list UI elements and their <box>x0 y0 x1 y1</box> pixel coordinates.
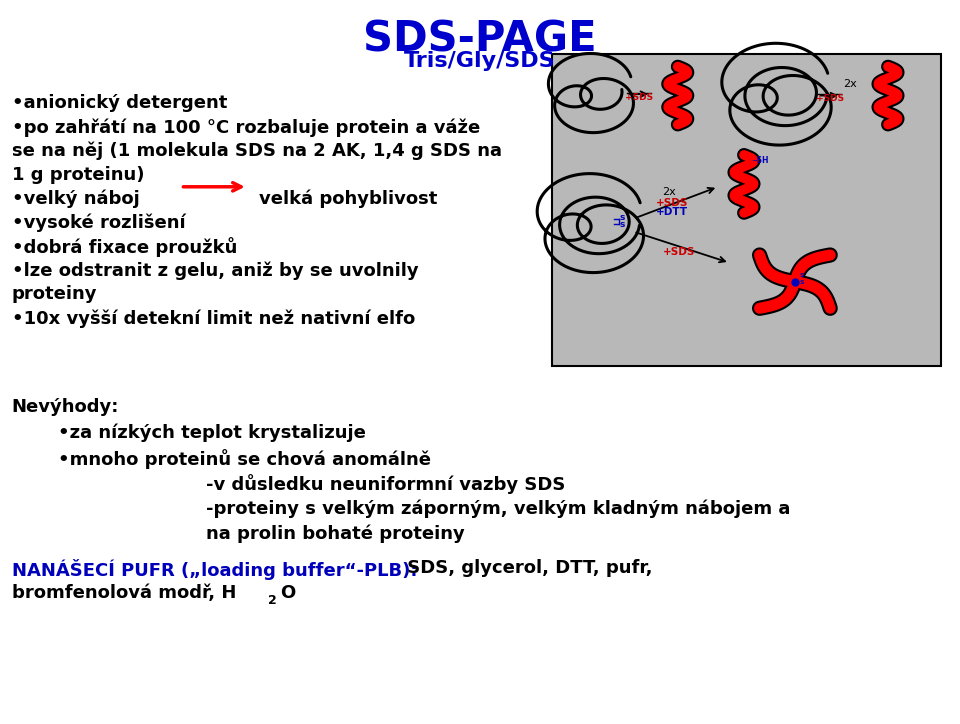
Text: •velký náboj: •velký náboj <box>12 190 139 209</box>
Text: Nevýhody:: Nevýhody: <box>12 398 119 416</box>
Text: velká pohyblivost: velká pohyblivost <box>259 190 438 209</box>
Text: NANÁŠECÍ PUFR („loading buffer“-PLB):: NANÁŠECÍ PUFR („loading buffer“-PLB): <box>12 559 417 580</box>
Text: •za nízkých teplot krystalizuje: •za nízkých teplot krystalizuje <box>58 424 366 442</box>
Text: s: s <box>619 213 625 222</box>
Text: SDS-PAGE: SDS-PAGE <box>363 18 597 60</box>
Text: 2x: 2x <box>662 188 676 198</box>
Text: Tris/Gly/SDS: Tris/Gly/SDS <box>404 51 556 71</box>
Text: proteiny: proteiny <box>12 285 97 303</box>
Text: •lze odstranit z gelu, aniž by se uvolnily: •lze odstranit z gelu, aniž by se uvolni… <box>12 261 419 280</box>
Text: O: O <box>280 584 296 602</box>
Text: bromfenolová modř, H: bromfenolová modř, H <box>12 584 236 602</box>
Text: se na něj (1 molekula SDS na 2 AK, 1,4 g SDS na: se na něj (1 molekula SDS na 2 AK, 1,4 g… <box>12 142 501 161</box>
Text: S: S <box>800 279 804 285</box>
Text: S: S <box>800 272 804 277</box>
Text: +SDS: +SDS <box>662 247 695 257</box>
Text: •dobrá fixace proužků: •dobrá fixace proužků <box>12 237 237 258</box>
Text: +DTT: +DTT <box>656 207 687 217</box>
Text: •anionický detergent: •anionický detergent <box>12 94 227 112</box>
Text: s: s <box>619 220 625 230</box>
Text: 1 g proteinu): 1 g proteinu) <box>12 166 144 184</box>
Text: +SDS: +SDS <box>816 94 844 104</box>
Text: ─SH: ─SH <box>752 156 768 165</box>
Text: 2x: 2x <box>843 79 856 89</box>
Text: na prolin bohaté proteiny: na prolin bohaté proteiny <box>206 525 466 544</box>
Text: 2: 2 <box>268 594 276 607</box>
Text: -v důsledku neuniformní vazby SDS: -v důsledku neuniformní vazby SDS <box>206 474 565 494</box>
Text: +SDS: +SDS <box>625 93 653 102</box>
Text: •vysoké rozlišení: •vysoké rozlišení <box>12 214 185 232</box>
Text: •mnoho proteinů se chová anomálně: •mnoho proteinů se chová anomálně <box>58 449 431 469</box>
Text: •10x vyšší detekní limit než nativní elfo: •10x vyšší detekní limit než nativní elf… <box>12 309 415 328</box>
Text: +SDS: +SDS <box>656 198 688 208</box>
FancyBboxPatch shape <box>552 54 941 366</box>
Text: SDS, glycerol, DTT, pufr,: SDS, glycerol, DTT, pufr, <box>401 559 653 577</box>
Text: •po zahřátí na 100 °C rozbaluje protein a váže: •po zahřátí na 100 °C rozbaluje protein … <box>12 118 480 137</box>
Text: -proteiny s velkým záporným, velkým kladným nábojem a: -proteiny s velkým záporným, velkým klad… <box>206 500 791 518</box>
